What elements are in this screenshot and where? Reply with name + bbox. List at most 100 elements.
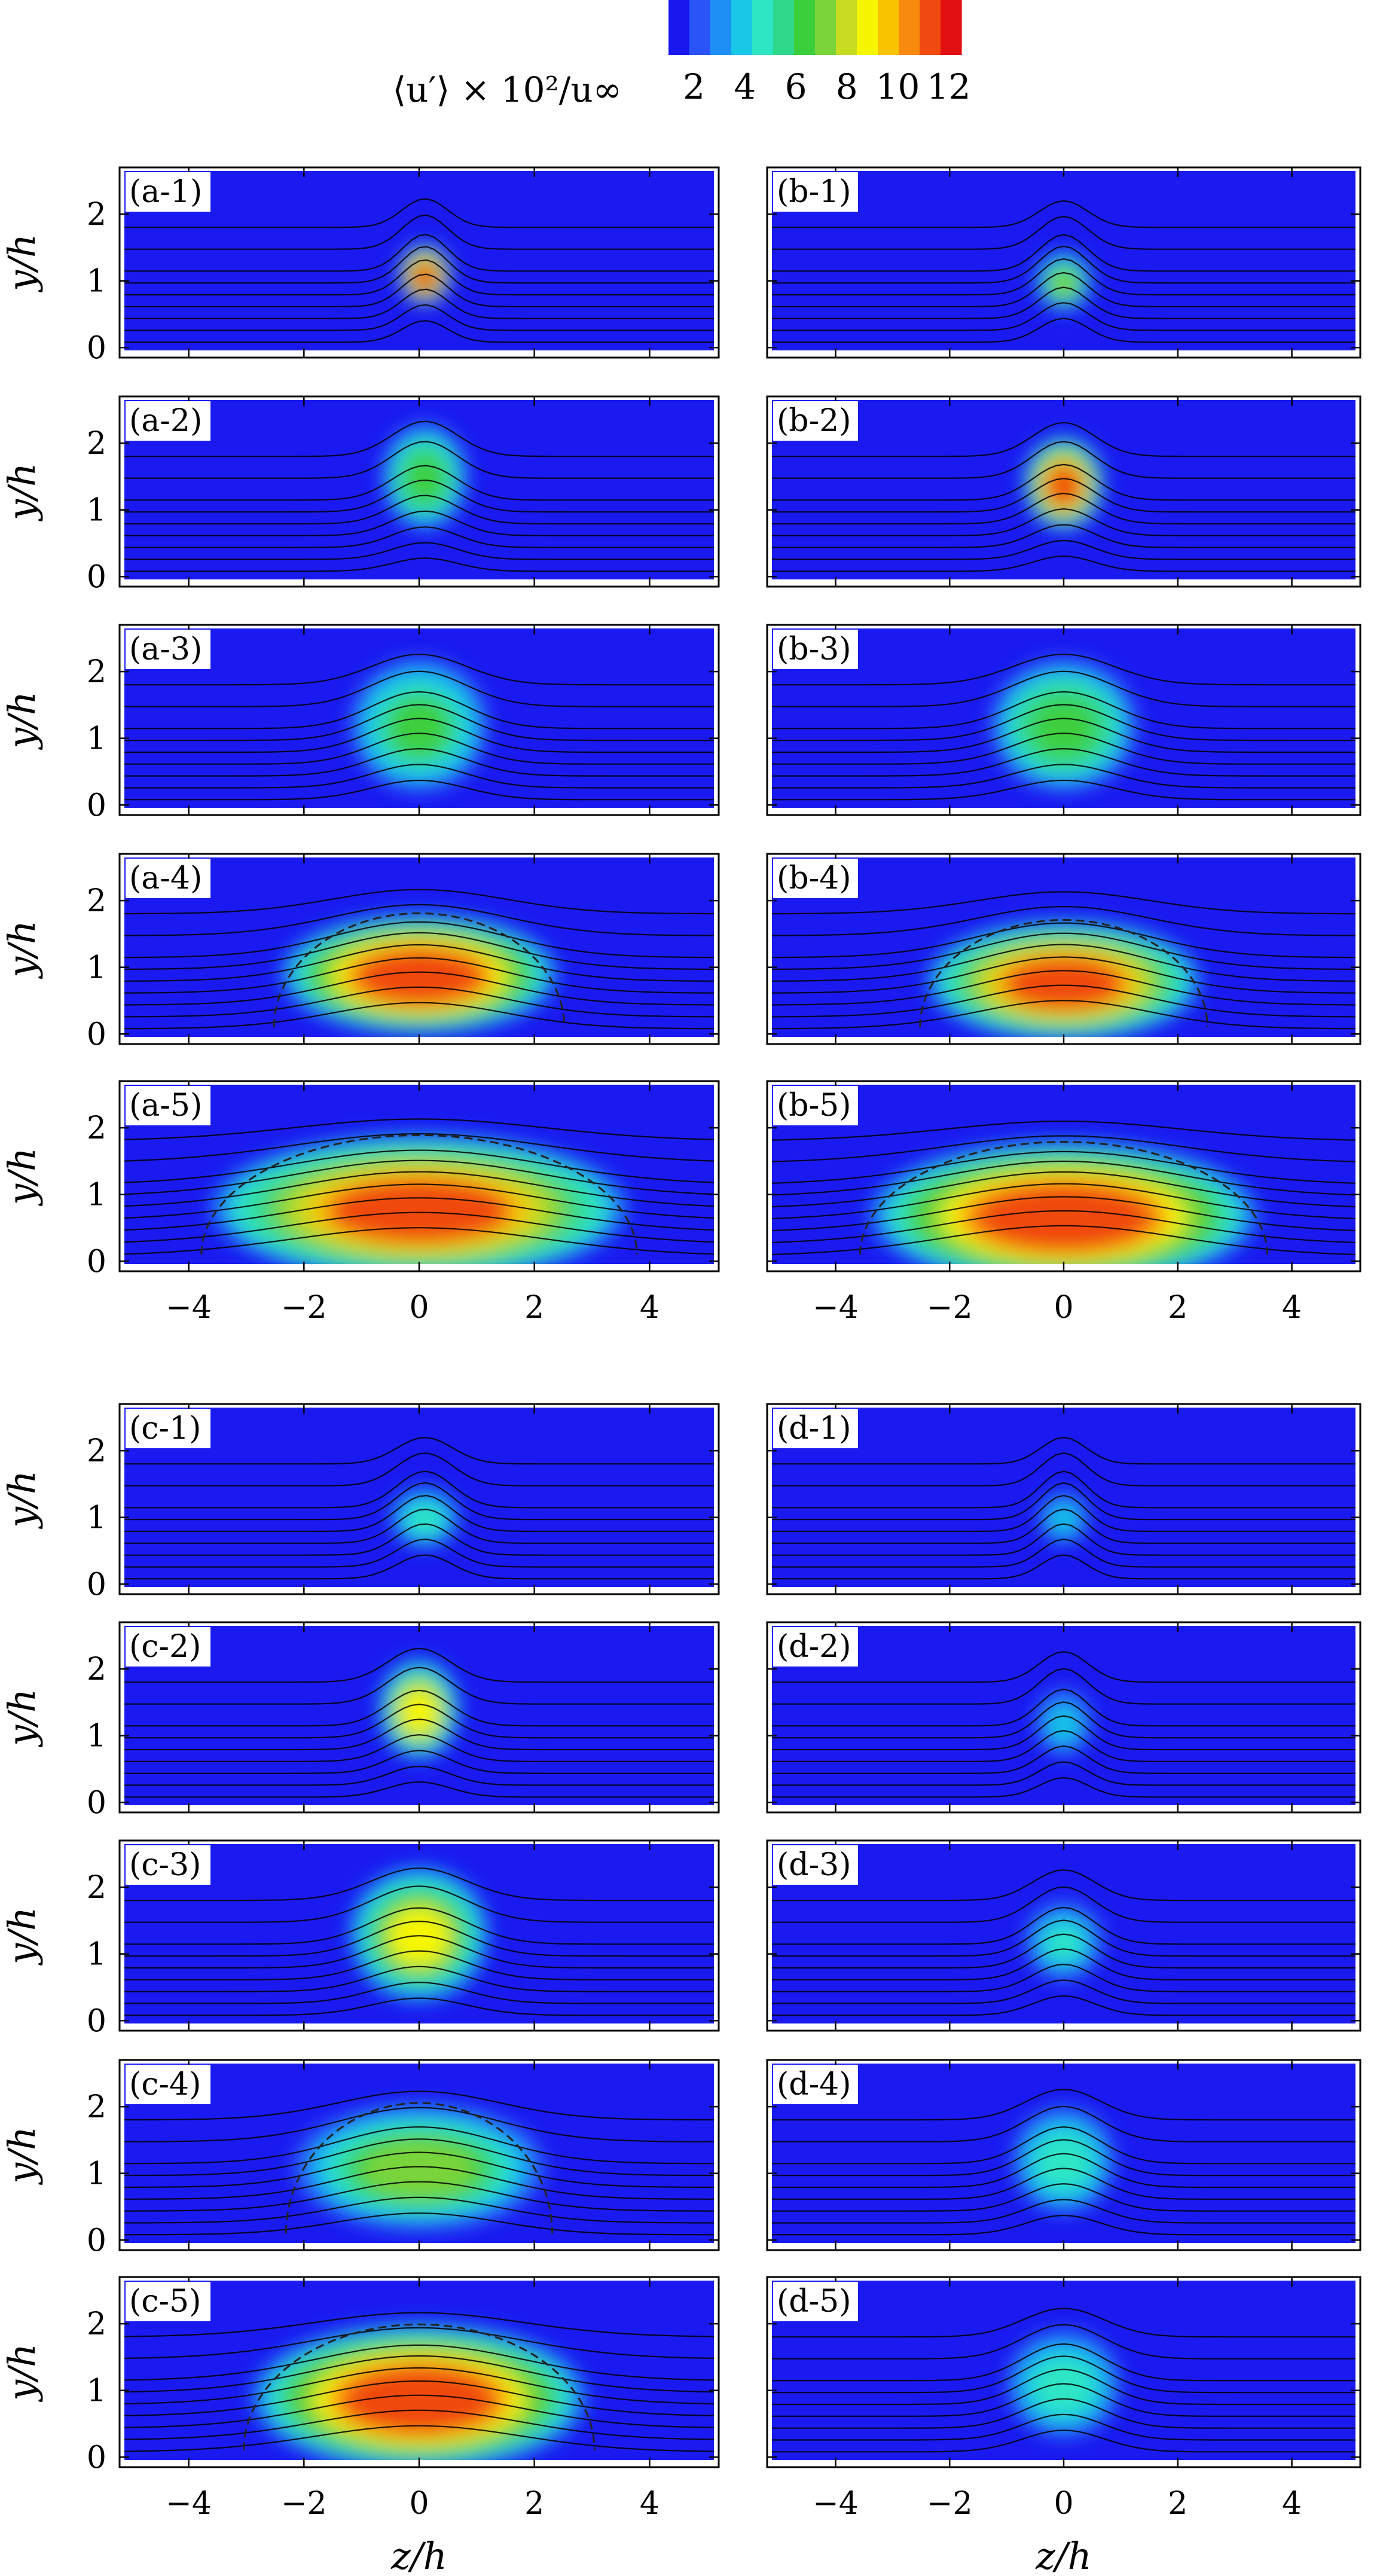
field [772,422,1355,572]
intensity-level [978,1185,1150,1250]
contour-line [772,1919,1355,1957]
contour-line [772,1508,1355,1544]
y-axis-label: y/h [0,1907,44,1966]
contour-line [772,2398,1355,2429]
contour-line [124,1554,714,1580]
panel-d-2: (d-2) [766,1621,1361,1814]
contour-line [772,2183,1355,2212]
colorbar-swatches [668,0,962,55]
y-tick-label: 2 [87,2089,106,2125]
colorbar-tick-label: 10 [876,66,920,107]
contour-line [124,420,714,457]
contour-line [124,320,714,343]
y-tick-label: 2 [87,197,106,233]
panel-b-2: (b-2) [766,395,1361,588]
contour-line [772,1761,1355,1786]
contour-line [124,654,714,686]
colorbar-title: ⟨u′⟩ × 10²/u∞ [392,69,622,110]
x-tick-label: −2 [927,1290,973,1326]
x-tick-label: 4 [640,1290,660,1326]
contour-line [772,2199,1355,2224]
colorbar-swatch [899,0,920,55]
panel-c-4: 0 1 2 y/h (c-4) [0,2059,720,2258]
contour-lines [124,1647,714,1798]
intensity-blob [350,1867,489,2001]
contour-line [124,1227,714,1255]
y-tick-label: 0 [87,1017,106,1052]
contour-line [124,2409,714,2440]
contour-lines [772,1651,1355,1798]
panel-label: (b-4) [777,860,851,896]
contour-line [772,1886,1355,1923]
contour-line [124,691,714,730]
contour-line [124,526,714,548]
contour-line [124,1494,714,1533]
intensity-level [1003,957,1125,1011]
x-axis-label: z/h [1035,2534,1091,2576]
contour-line [124,1118,714,1140]
panel-label-box [126,859,210,898]
dashed-contour [200,1134,638,1255]
contour-line [124,214,714,250]
panel-b-5: (b-5) [766,1080,1361,1272]
contour-line [772,1000,1355,1030]
contour-line [124,1765,714,1786]
panel-label-box [126,630,210,669]
intensity-level [1046,465,1082,507]
intensity-level [358,950,481,1004]
contour-line [772,2355,1355,2394]
x-tick-label: 0 [1054,1290,1073,1326]
y-tick-label: 1 [87,2156,106,2192]
panel-label: (b-1) [777,174,851,210]
intensity-blob [1035,1689,1092,1756]
field [124,2312,714,2460]
field [124,2090,714,2236]
field [772,654,1355,801]
x-tick-label: 4 [640,2486,660,2522]
dashed-contour [919,918,1208,1028]
intensity-blob [1012,2107,1115,2214]
contour-line [772,271,1355,307]
contour-line [772,984,1355,1018]
colorbar-swatch [941,0,962,55]
contour-line [772,524,1355,548]
x-tick-label: −4 [813,2486,859,2522]
contour-line [772,932,1355,970]
contour-line [772,2168,1355,2200]
x-axes: −4 −2 0 2 4 −4 −2 0 2 4 −4 −2 0 2 4 z/h −4 −2 0 2 4 z/h [166,1290,1302,2576]
contour-line [124,1750,714,1774]
panel-label: (d-2) [777,1629,851,1665]
contour-line [124,889,714,915]
panel-a-2: 0 1 2 y/h (a-2) [0,395,720,595]
y-tick-label: 2 [87,2306,106,2342]
intensity-blob [381,423,468,530]
contour-line [772,2383,1355,2417]
colorbar-swatch [710,0,732,55]
contour-line [124,1935,714,1969]
contour-line [124,1907,714,1945]
panel-label: (c-1) [129,1411,201,1446]
contour-line [124,904,714,936]
panel-label-box [126,1409,210,1448]
contour-line [772,234,1355,272]
contour-line [124,2355,714,2393]
contour-line [772,2214,1355,2236]
panel-label: (a-5) [129,1088,202,1124]
panel-a-3: 0 1 2 y/h (a-3) [0,624,720,823]
contour-line [124,1133,714,1162]
contour-line [124,779,714,801]
contour-line [124,2380,714,2416]
panel-label-box [126,172,210,212]
contour-lines [772,2089,1355,2236]
field [772,2089,1355,2236]
contour-line [772,2413,1355,2441]
contour-line [124,198,714,228]
y-tick-label: 2 [87,1652,106,1687]
colorbar-tick-label: 12 [927,66,971,107]
contour-line [124,2344,714,2381]
contour-line [772,286,1355,319]
contour-lines [772,1121,1355,1256]
contour-line [772,1906,1355,1945]
colorbar-swatch [731,0,753,55]
